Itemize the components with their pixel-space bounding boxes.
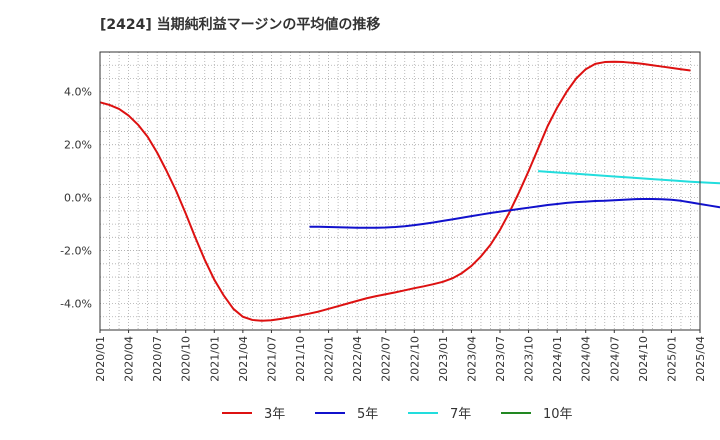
x-tick-label: 2020/10	[180, 336, 193, 382]
chart-title: [2424] 当期純利益マージンの平均値の推移	[100, 17, 381, 33]
plot-frame	[99, 51, 701, 331]
y-tick-label: -4.0%	[60, 298, 92, 311]
x-tick-label: 2024/07	[608, 336, 621, 382]
legend-label: 3年	[264, 407, 285, 422]
grid-layer	[99, 51, 701, 331]
x-tick-label: 2024/04	[580, 336, 593, 382]
x-tick-label: 2023/07	[494, 336, 507, 382]
x-tick-label: 2021/01	[208, 336, 221, 382]
x-tick-label: 2020/04	[123, 336, 136, 382]
x-tick-label: 2022/01	[323, 336, 336, 382]
series-line-7年	[538, 170, 720, 185]
y-tick-label: 0.0%	[64, 192, 92, 205]
x-tick-label: 2023/01	[437, 336, 450, 382]
y-tick-label: 2.0%	[64, 139, 92, 152]
x-tick-label: 2025/01	[665, 336, 678, 382]
y-tick-label: -2.0%	[60, 245, 92, 258]
series-line-3年	[99, 60, 691, 322]
legend-label: 10年	[543, 407, 573, 422]
series-layer	[99, 60, 720, 322]
legend-label: 5年	[357, 407, 378, 422]
axis-layer: -4.0% -2.0% 0.0% 2.0% 4.0% 2020/01 2020/04 2020…	[60, 51, 707, 382]
x-tick-label: 2025/04	[694, 336, 707, 382]
x-tick-label: 2021/04	[237, 336, 250, 382]
x-tick-label: 2024/10	[637, 336, 650, 382]
x-tick-label: 2022/07	[380, 336, 393, 382]
x-tick-label: 2023/10	[523, 336, 536, 382]
x-tick-label: 2021/10	[294, 336, 307, 382]
x-tick-label: 2023/04	[465, 336, 478, 382]
series-line-5年	[309, 197, 720, 229]
y-tick-label: 4.0%	[64, 86, 92, 99]
legend-label: 7年	[450, 407, 471, 422]
x-tick-label: 2024/01	[551, 336, 564, 382]
x-tick-label: 2020/01	[94, 336, 107, 382]
x-tick-label: 2020/07	[151, 336, 164, 382]
x-tick-label: 2021/07	[265, 336, 278, 382]
x-tick-label: 2022/10	[408, 336, 421, 382]
legend: 3年 5年 7年 10年	[222, 407, 573, 422]
x-tick-label: 2022/04	[351, 336, 364, 382]
